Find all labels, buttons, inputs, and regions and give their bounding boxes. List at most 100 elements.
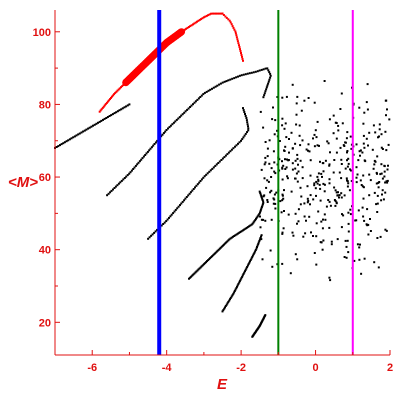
data-point xyxy=(283,149,285,152)
data-point xyxy=(236,40,239,43)
data-point xyxy=(221,81,224,84)
data-point xyxy=(254,249,257,251)
data-point xyxy=(333,159,336,161)
data-point xyxy=(385,149,388,152)
data-point xyxy=(209,88,212,91)
data-point xyxy=(102,118,104,121)
data-point xyxy=(285,136,288,139)
data-point xyxy=(219,82,222,85)
data-point xyxy=(267,80,270,83)
data-point xyxy=(314,129,317,132)
data-point xyxy=(153,143,156,145)
data-point xyxy=(327,142,330,145)
data-point xyxy=(260,194,263,197)
data-point xyxy=(123,177,126,179)
data-point xyxy=(355,176,358,179)
data-point xyxy=(251,254,254,257)
data-point xyxy=(126,174,129,177)
data-point xyxy=(173,210,176,213)
data-point xyxy=(249,260,251,263)
data-point xyxy=(335,137,338,140)
data-point xyxy=(270,189,273,192)
x-tick-label: 2 xyxy=(387,362,393,374)
data-point xyxy=(168,126,171,129)
data-point xyxy=(202,93,205,96)
data-point xyxy=(315,180,318,183)
data-point xyxy=(213,12,216,15)
data-point xyxy=(116,184,119,187)
series-4 xyxy=(188,190,265,280)
data-point xyxy=(382,198,385,201)
series-7 xyxy=(259,80,391,282)
data-point xyxy=(250,257,253,260)
data-point xyxy=(163,221,166,224)
data-point xyxy=(386,168,389,171)
data-point xyxy=(112,188,114,191)
data-point xyxy=(122,178,125,181)
data-point xyxy=(253,251,256,254)
data-point xyxy=(234,288,237,291)
data-point xyxy=(179,204,181,207)
data-point xyxy=(210,12,213,15)
data-point xyxy=(306,185,309,188)
data-point xyxy=(258,238,261,241)
data-point xyxy=(251,222,254,225)
series-0 xyxy=(98,12,244,113)
data-point xyxy=(305,219,307,222)
data-point xyxy=(256,70,259,73)
data-point xyxy=(238,74,241,77)
data-point xyxy=(337,129,340,132)
data-point xyxy=(345,245,348,248)
data-point xyxy=(269,249,272,252)
data-point xyxy=(383,164,386,167)
data-point xyxy=(190,24,193,27)
data-point xyxy=(319,160,321,163)
data-point xyxy=(294,253,297,256)
data-point xyxy=(281,178,284,181)
data-point xyxy=(234,145,236,148)
data-point xyxy=(314,187,317,190)
data-point xyxy=(284,145,287,148)
data-point xyxy=(387,164,389,167)
data-point xyxy=(376,211,379,213)
data-point xyxy=(338,171,341,174)
data-point xyxy=(156,228,159,231)
data-point xyxy=(75,134,78,137)
data-point xyxy=(266,201,269,203)
data-point xyxy=(252,221,255,224)
data-point xyxy=(241,138,244,141)
data-point xyxy=(150,146,153,149)
data-point xyxy=(192,23,194,26)
data-point xyxy=(263,92,266,95)
data-point xyxy=(378,123,381,126)
data-point xyxy=(121,85,124,88)
data-point xyxy=(263,94,266,97)
data-point xyxy=(121,107,124,110)
data-point xyxy=(234,30,237,33)
data-point xyxy=(110,189,113,192)
data-point xyxy=(323,190,326,193)
data-point xyxy=(113,112,116,115)
data-point xyxy=(388,118,391,121)
data-point xyxy=(195,270,198,273)
data-point xyxy=(218,160,221,163)
data-point xyxy=(270,167,273,170)
data-point xyxy=(174,208,177,211)
data-point xyxy=(365,137,368,140)
data-point xyxy=(261,258,264,261)
data-point xyxy=(99,109,102,112)
data-point xyxy=(281,96,284,99)
data-point xyxy=(262,218,265,221)
data-point xyxy=(329,279,332,282)
data-point xyxy=(340,92,343,95)
data-point xyxy=(237,282,240,285)
data-point xyxy=(357,159,360,162)
data-point xyxy=(349,208,352,211)
data-point xyxy=(330,243,333,246)
data-point xyxy=(315,194,317,197)
data-point xyxy=(255,216,258,219)
data-point xyxy=(264,67,267,70)
data-point xyxy=(239,50,242,52)
data-point xyxy=(259,208,262,211)
data-point xyxy=(144,154,147,156)
